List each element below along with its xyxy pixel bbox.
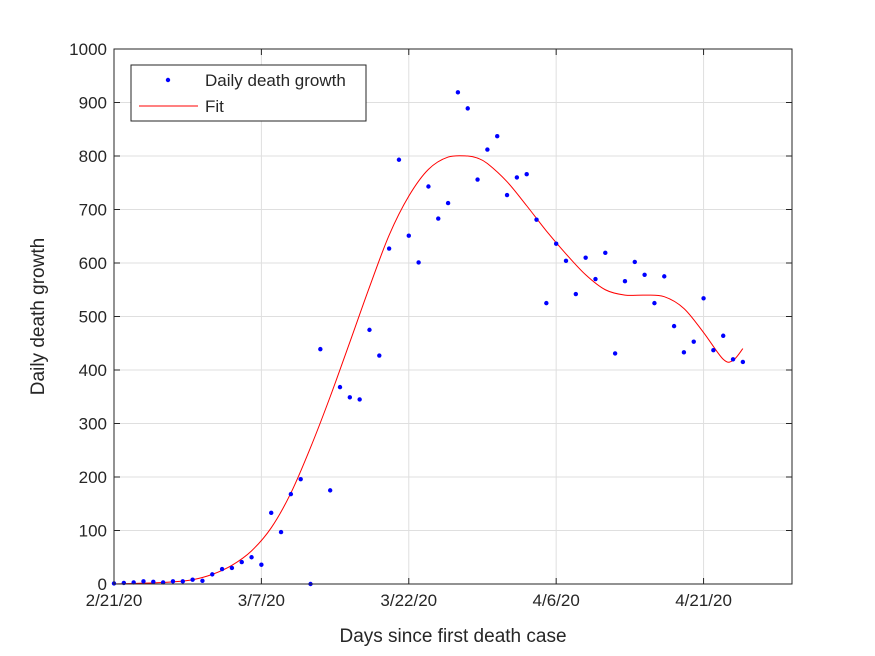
y-tick-label: 600	[79, 254, 107, 273]
data-point	[151, 579, 156, 585]
data-point	[396, 157, 402, 162]
data-point	[573, 291, 579, 297]
data-point	[131, 580, 136, 585]
data-point	[288, 491, 294, 497]
x-tick-label: 4/6/20	[533, 591, 580, 610]
data-point	[671, 323, 677, 329]
data-point	[721, 333, 726, 338]
legend: Daily death growth Fit	[130, 64, 367, 122]
data-points	[111, 90, 746, 587]
fit-layer	[113, 155, 744, 585]
y-tick-label: 900	[79, 94, 107, 113]
data-point	[406, 233, 411, 238]
y-tick-label: 0	[98, 575, 107, 594]
data-point	[711, 348, 716, 353]
data-point	[652, 300, 657, 306]
data-point	[701, 296, 706, 301]
legend-label-points: Daily death growth	[205, 71, 346, 90]
data-point	[553, 241, 559, 246]
legend-label-fit: Fit	[205, 97, 224, 116]
x-axis-label: Days since first death case	[339, 626, 566, 647]
data-point	[298, 476, 303, 482]
data-point	[200, 578, 205, 583]
data-point	[141, 579, 146, 584]
data-point	[514, 175, 520, 180]
data-point	[485, 147, 490, 152]
data-point	[436, 216, 441, 221]
data-point	[642, 272, 647, 277]
y-tick-label: 1000	[69, 40, 107, 59]
data-point	[622, 278, 628, 284]
data-point	[740, 359, 746, 365]
data-point	[563, 258, 569, 264]
data-point	[445, 200, 451, 206]
data-point	[327, 488, 333, 493]
data-point	[504, 192, 510, 198]
data-point	[160, 580, 166, 585]
y-tick-label: 100	[79, 522, 107, 541]
data-point	[416, 260, 421, 265]
data-point	[347, 395, 353, 400]
data-point	[337, 384, 343, 390]
data-point	[170, 579, 176, 584]
data-point	[386, 246, 392, 251]
data-point	[180, 579, 185, 584]
data-point	[249, 555, 254, 560]
y-tick-label: 500	[79, 308, 107, 327]
data-point	[632, 259, 637, 265]
data-point	[465, 106, 470, 111]
data-point	[318, 346, 323, 352]
data-point	[691, 339, 696, 344]
y-tick-label: 200	[79, 468, 107, 487]
y-tick-label: 800	[79, 147, 107, 166]
fit-line	[113, 155, 744, 585]
x-axis-ticks: 2/21/20 3/7/20 3/22/20 4/6/20 4/21/20	[86, 49, 732, 610]
data-point	[583, 255, 588, 260]
data-point	[534, 217, 539, 222]
data-point	[426, 184, 431, 189]
x-tick-label: 2/21/20	[86, 591, 143, 610]
data-point	[259, 562, 264, 567]
data-point	[603, 250, 608, 256]
x-tick-label: 3/22/20	[380, 591, 437, 610]
y-tick-label: 400	[79, 361, 107, 380]
x-tick-label: 4/21/20	[675, 591, 732, 610]
y-axis-label: Daily death growth	[28, 238, 49, 395]
data-point	[377, 353, 382, 358]
data-point	[278, 529, 284, 535]
data-point	[495, 134, 500, 139]
data-point	[219, 566, 225, 572]
data-point	[357, 397, 362, 402]
data-point	[367, 327, 372, 333]
data-point	[475, 177, 480, 182]
data-point	[544, 300, 549, 306]
data-point	[239, 559, 244, 565]
data-point	[593, 276, 598, 282]
data-point	[681, 350, 687, 355]
data-point	[190, 577, 195, 582]
data-point	[229, 565, 235, 571]
x-tick-label: 3/7/20	[238, 591, 285, 610]
y-axis-ticks: 0 100 200 300 400 500 600 700 800 900 1000	[69, 40, 792, 594]
data-point	[730, 357, 736, 362]
legend-box	[130, 64, 367, 122]
data-point	[455, 90, 461, 95]
y-tick-label: 700	[79, 201, 107, 220]
data-point	[612, 351, 618, 356]
data-point	[524, 171, 529, 177]
data-point	[210, 572, 215, 577]
legend-marker-points	[165, 77, 171, 83]
data-point	[269, 510, 274, 516]
y-tick-label: 300	[79, 415, 107, 434]
data-point	[662, 274, 667, 279]
